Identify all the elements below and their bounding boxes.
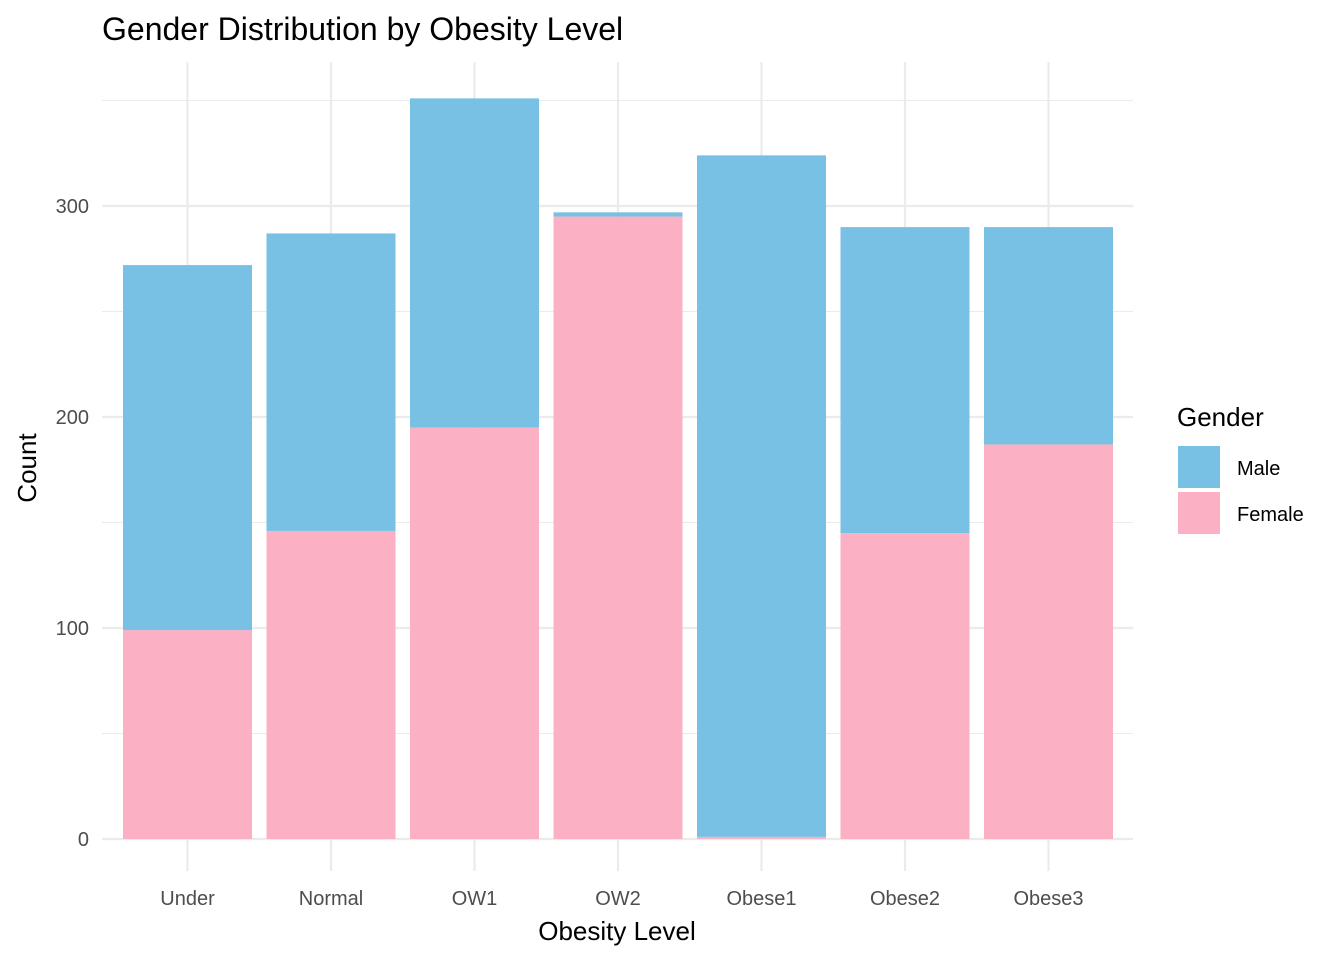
- legend: Gender Male Female: [1177, 402, 1304, 534]
- bar-female-ow2: [553, 216, 683, 840]
- bar-female-normal: [266, 530, 396, 839]
- legend-title: Gender: [1177, 402, 1264, 432]
- bars: [123, 98, 1113, 840]
- bar-female-obese2: [840, 533, 970, 839]
- y-axis: 0 100 200 300: [56, 196, 89, 851]
- y-tick-label: 100: [56, 618, 89, 640]
- bar-male-obese1: [697, 155, 826, 837]
- y-axis-title: Count: [12, 433, 42, 503]
- bar-female-under: [123, 630, 252, 839]
- legend-label-male: Male: [1237, 458, 1280, 480]
- legend-key-female: [1178, 492, 1220, 534]
- y-tick-label: 300: [56, 196, 89, 218]
- legend-key-male: [1178, 446, 1220, 488]
- chart-title: Gender Distribution by Obesity Level: [102, 11, 623, 47]
- bar-female-obese3: [984, 444, 1113, 839]
- x-tick-label: OW1: [452, 888, 498, 910]
- y-tick-label: 200: [56, 407, 89, 429]
- bar-male-under: [123, 265, 252, 631]
- bar-male-obese2: [840, 227, 970, 534]
- legend-label-female: Female: [1237, 504, 1304, 526]
- x-tick-label: Obese3: [1013, 888, 1083, 910]
- x-tick-label: OW2: [595, 888, 641, 910]
- x-tick-label: Normal: [299, 888, 363, 910]
- bar-male-ow1: [410, 98, 539, 428]
- bar-female-obese1: [697, 836, 826, 839]
- x-tick-label: Under: [160, 888, 215, 910]
- x-axis: Under Normal OW1 OW2 Obese1 Obese2 Obese3: [160, 888, 1083, 910]
- bar-male-obese3: [984, 227, 1113, 445]
- bar-female-ow1: [410, 427, 539, 839]
- x-tick-label: Obese1: [726, 888, 796, 910]
- y-tick-label: 0: [78, 829, 89, 851]
- bar-male-ow2: [553, 212, 683, 217]
- bar-male-normal: [266, 233, 396, 531]
- x-axis-title: Obesity Level: [538, 916, 696, 946]
- x-tick-label: Obese2: [870, 888, 940, 910]
